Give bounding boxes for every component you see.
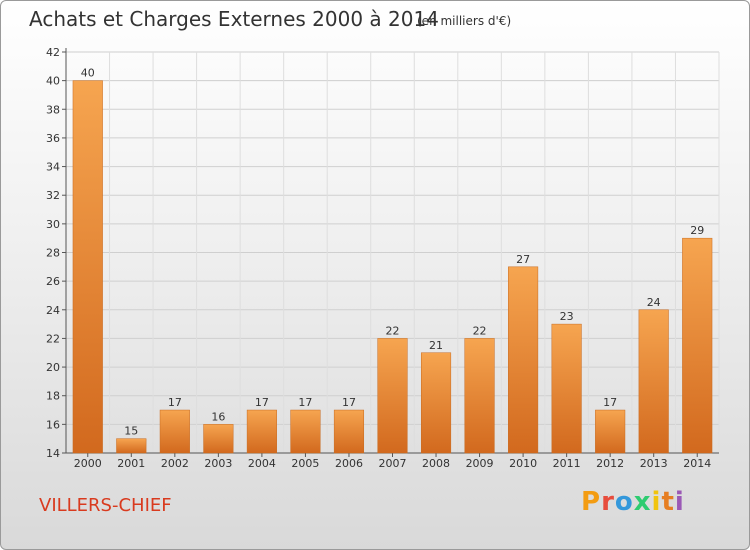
logo-letter: o [614, 487, 634, 517]
x-tick-label: 2009 [466, 457, 494, 470]
logo-letter: r [601, 487, 615, 517]
x-tick-label: 2012 [596, 457, 624, 470]
y-tick-label: 40 [46, 75, 60, 88]
x-tick-label: 2006 [335, 457, 363, 470]
y-tick-label: 42 [46, 46, 60, 59]
data-label: 21 [429, 339, 443, 352]
x-tick-label: 2008 [422, 457, 450, 470]
x-tick-label: 2013 [640, 457, 668, 470]
bar-2011[interactable] [551, 323, 582, 454]
data-label: 22 [473, 324, 487, 337]
bar-2000[interactable] [72, 80, 103, 454]
y-tick-label: 20 [46, 361, 60, 374]
y-tick-label: 30 [46, 218, 60, 231]
data-label: 16 [211, 410, 225, 423]
bar-2001[interactable] [116, 438, 147, 454]
logo-letter: i [651, 487, 662, 517]
data-label: 27 [516, 253, 530, 266]
logo-letter: t [661, 487, 675, 517]
bar-2003[interactable] [203, 424, 234, 454]
x-tick-label: 2005 [291, 457, 319, 470]
y-tick-label: 22 [46, 332, 60, 345]
y-tick-label: 26 [46, 275, 60, 288]
bar-2007[interactable] [377, 338, 408, 454]
logo-letter: P [581, 487, 602, 517]
bar-2004[interactable] [246, 409, 277, 454]
x-tick-label: 2014 [683, 457, 711, 470]
y-tick-label: 28 [46, 247, 60, 260]
data-label: 17 [255, 396, 269, 409]
proxiti-logo[interactable]: Proxiti [581, 487, 685, 517]
data-label: 40 [81, 67, 95, 80]
x-tick-label: 2001 [117, 457, 145, 470]
data-label: 22 [386, 324, 400, 337]
data-label: 15 [124, 425, 138, 438]
bar-2009[interactable] [464, 338, 495, 454]
place-name: VILLERS-CHIEF [39, 495, 172, 516]
x-tick-label: 2010 [509, 457, 537, 470]
logo-letter: x [633, 487, 652, 517]
x-tick-label: 2004 [248, 457, 276, 470]
y-tick-label: 16 [46, 418, 60, 431]
y-tick-label: 32 [46, 189, 60, 202]
data-label: 29 [690, 224, 704, 237]
y-tick-label: 36 [46, 132, 60, 145]
y-tick-label: 38 [46, 103, 60, 116]
bar-2006[interactable] [333, 409, 365, 454]
bar-2010[interactable] [508, 266, 539, 454]
y-tick-label: 14 [46, 447, 60, 460]
data-label: 24 [647, 296, 661, 309]
bar-2014[interactable] [682, 237, 713, 454]
bar-2008[interactable] [420, 352, 452, 454]
data-label: 17 [168, 396, 182, 409]
x-tick-label: 2011 [553, 457, 581, 470]
y-tick-label: 34 [46, 161, 60, 174]
y-tick-label: 18 [46, 390, 60, 403]
chart-title: Achats et Charges Externes 2000 à 2014 [29, 7, 439, 31]
x-tick-label: 2002 [161, 457, 189, 470]
chart-subtitle: (en milliers d'€) [417, 14, 512, 28]
bar-2013[interactable] [638, 309, 669, 454]
x-tick-label: 2000 [74, 457, 102, 470]
bar-2012[interactable] [595, 409, 626, 454]
data-label: 17 [298, 396, 312, 409]
bar-2002[interactable] [159, 409, 190, 454]
data-label: 17 [342, 396, 356, 409]
data-label: 23 [560, 310, 574, 323]
x-tick-label: 2003 [204, 457, 232, 470]
bar-2005[interactable] [290, 409, 321, 454]
logo-letter: i [674, 487, 685, 517]
y-tick-label: 24 [46, 304, 60, 317]
data-label: 17 [603, 396, 617, 409]
x-tick-label: 2007 [379, 457, 407, 470]
